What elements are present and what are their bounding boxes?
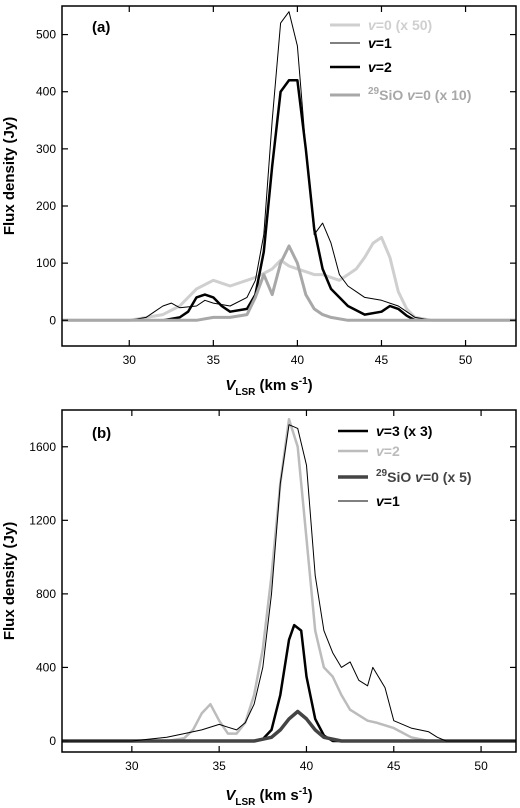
x-tick-label: 40	[300, 759, 314, 773]
x-tick-label: 30	[123, 353, 137, 367]
y-tick-label: 800	[36, 587, 56, 601]
y-tick-label: 100	[36, 256, 56, 270]
y-tick-label: 0	[49, 313, 56, 327]
y-tick-label: 300	[36, 142, 56, 156]
legend-label-1: v=3 (x 3)	[376, 423, 432, 439]
series-line-2	[62, 11, 516, 321]
y-tick-label: 1200	[29, 513, 56, 527]
y-tick-label: 1600	[29, 440, 56, 454]
series-line-3	[62, 709, 516, 743]
y-tick-label: 0	[49, 734, 56, 748]
series-group	[62, 11, 516, 322]
x-tick-label: 50	[459, 353, 473, 367]
plot-frame	[61, 5, 517, 347]
panel-label: (a)	[92, 19, 110, 36]
x-tick-label: 30	[125, 759, 139, 773]
x-tick-label: 35	[212, 759, 226, 773]
y-tick-label: 200	[36, 199, 56, 213]
y-tick-label: 500	[36, 28, 56, 42]
y-axis-title: Flux density (Jy)	[1, 522, 18, 640]
legend-label-3: 29SiO v=0 (x 5)	[376, 468, 472, 485]
panel-label: (b)	[92, 425, 111, 442]
y-tick-label: 400	[36, 660, 56, 674]
x-axis-title: VLSR (km s-1)	[225, 786, 312, 808]
chart-panel-2: 30 35 40 45 50 0 400 800 1200 1600 VLSR (km s-1) Fl…	[1, 409, 517, 808]
legend-label-2: v=2	[376, 443, 400, 459]
series-line-4	[62, 424, 516, 742]
series-group	[62, 417, 516, 743]
x-tick-label: 45	[375, 353, 389, 367]
series-line-1	[62, 235, 516, 322]
x-tick-label: 50	[474, 759, 488, 773]
legend-label-2: v=1	[368, 35, 392, 51]
series-line-4	[62, 244, 516, 322]
x-axis-title: VLSR (km s-1)	[225, 376, 312, 398]
series-line-3	[62, 79, 516, 322]
x-tick-label: 45	[387, 759, 401, 773]
legend-label-4: v=1	[376, 493, 400, 509]
x-tick-label: 40	[291, 353, 305, 367]
y-axis-title: Flux density (Jy)	[1, 117, 18, 235]
legend-label-4: 29SiO v=0 (x 10)	[368, 86, 471, 103]
plot-frame	[61, 409, 517, 753]
y-tick-label: 400	[36, 85, 56, 99]
legend-label-3: v=2	[368, 59, 392, 75]
x-tick-label: 35	[207, 353, 221, 367]
series-line-1	[62, 623, 516, 743]
series-line-2	[62, 417, 516, 743]
legend-label-1: v=0 (x 50)	[368, 17, 432, 33]
